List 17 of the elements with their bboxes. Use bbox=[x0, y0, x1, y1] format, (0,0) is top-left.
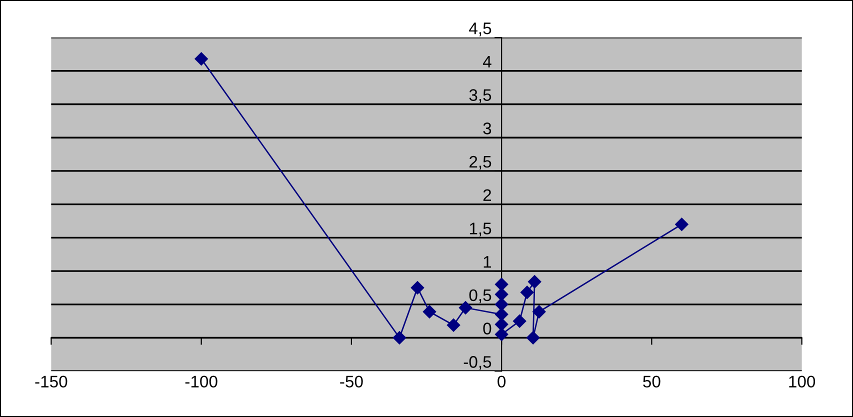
x-tick-label: 0 bbox=[498, 376, 506, 388]
y-tick-label: 0,5 bbox=[469, 289, 492, 304]
x-tick-label: 100 bbox=[789, 376, 816, 388]
y-tick-label: 3,5 bbox=[469, 89, 492, 103]
y-tick-label: 1,5 bbox=[470, 222, 492, 236]
y-tick-label: 2,5 bbox=[470, 156, 492, 170]
y-tick-label: -0,5 bbox=[464, 356, 492, 370]
y-tick-label: 3 bbox=[483, 122, 492, 134]
y-tick-label: 4 bbox=[482, 56, 492, 68]
x-tick-label: -50 bbox=[340, 376, 363, 388]
x-tick-label: -100 bbox=[185, 376, 218, 388]
x-tick-label: -150 bbox=[35, 376, 68, 388]
y-tick-label: 1 bbox=[484, 256, 492, 268]
y-tick-label: 0 bbox=[483, 322, 492, 334]
x-tick-label: 50 bbox=[643, 376, 660, 388]
y-tick-label: 2 bbox=[483, 189, 492, 201]
y-tick-label: 4,5 bbox=[469, 22, 492, 36]
